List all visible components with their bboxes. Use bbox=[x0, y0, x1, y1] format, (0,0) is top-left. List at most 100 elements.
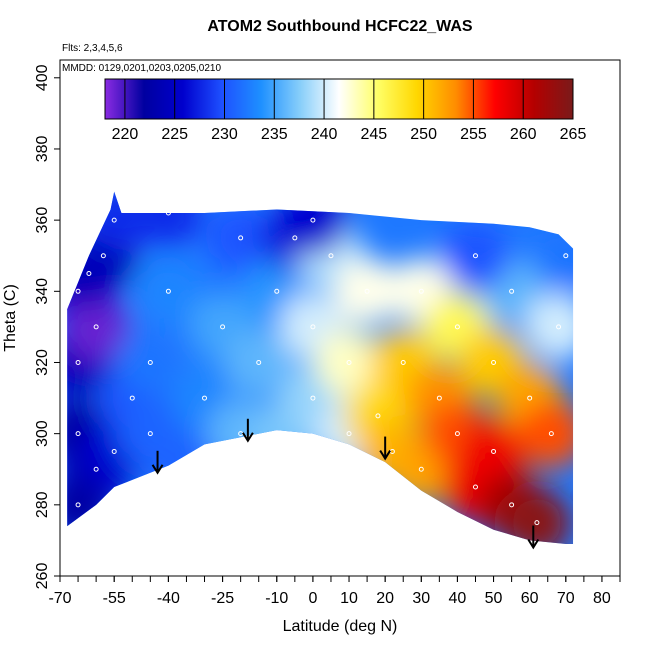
tropopause-arrow bbox=[527, 525, 540, 550]
sample-point bbox=[111, 217, 117, 223]
field-cell bbox=[67, 239, 123, 308]
colorbar-tick-label: 220 bbox=[112, 126, 139, 143]
chart-title: ATOM2 Southbound HCFC22_WAS bbox=[207, 18, 473, 35]
sample-point bbox=[147, 359, 153, 365]
sample-point bbox=[436, 395, 442, 401]
x-tick-label: 70 bbox=[557, 590, 575, 607]
field-cell bbox=[206, 203, 275, 272]
sample-point bbox=[238, 235, 244, 241]
sample-point bbox=[472, 484, 478, 490]
field-cell bbox=[315, 328, 384, 397]
sample-point bbox=[509, 502, 515, 508]
field-cell bbox=[134, 257, 203, 326]
tropopause-arrow bbox=[242, 418, 254, 443]
y-tick-label: 300 bbox=[34, 420, 51, 447]
x-tick-label: -70 bbox=[48, 590, 71, 607]
colorbar-tick-label: 265 bbox=[560, 126, 587, 143]
colorbar-tick-label: 255 bbox=[460, 126, 487, 143]
sample-point bbox=[491, 448, 497, 454]
field-cell bbox=[134, 191, 203, 248]
x-tick-label: -25 bbox=[211, 590, 234, 607]
sample-point bbox=[375, 413, 381, 419]
field-cell bbox=[278, 191, 347, 255]
y-tick-label: 280 bbox=[34, 491, 51, 518]
sample-point bbox=[418, 288, 424, 294]
sample-point bbox=[418, 466, 424, 472]
x-axis: -70 -55 -40 -25 -10 0 10 20 30 40 50 60 70 80 bbox=[48, 575, 621, 607]
x-tick-label: -40 bbox=[157, 590, 180, 607]
field-cell bbox=[116, 328, 185, 397]
sample-point bbox=[548, 431, 554, 437]
y-axis-label: Theta (C) bbox=[2, 284, 19, 352]
sample-point bbox=[165, 288, 171, 294]
sample-point bbox=[281, 431, 287, 437]
tropopause-arrows bbox=[151, 418, 540, 550]
x-tick-label: 40 bbox=[449, 590, 467, 607]
field-cell bbox=[524, 292, 574, 361]
sample-point bbox=[86, 271, 92, 277]
colorbar-tick-label: 240 bbox=[311, 126, 338, 143]
field-cell bbox=[517, 399, 574, 468]
sample-point bbox=[310, 324, 316, 330]
x-tick-label: 20 bbox=[376, 590, 394, 607]
y-tick-label: 320 bbox=[34, 349, 51, 376]
x-tick-label: 50 bbox=[485, 590, 503, 607]
x-tick-label: -55 bbox=[103, 590, 126, 607]
sample-point bbox=[310, 395, 316, 401]
sample-point bbox=[454, 324, 460, 330]
y-tick-label: 380 bbox=[34, 136, 51, 163]
sample-point bbox=[364, 288, 370, 294]
dates-annotation: MMDD: 0129,0201,0203,0205,0210 bbox=[62, 63, 221, 74]
sample-point bbox=[202, 395, 208, 401]
sample-point bbox=[509, 288, 515, 294]
sample-point bbox=[454, 431, 460, 437]
sample-point bbox=[100, 253, 106, 259]
sample-point bbox=[556, 324, 562, 330]
x-tick-label: 60 bbox=[521, 590, 539, 607]
field-cell bbox=[531, 221, 574, 290]
sample-point bbox=[491, 359, 497, 365]
colorbar-tick-label: 260 bbox=[510, 126, 537, 143]
sample-point bbox=[256, 359, 262, 365]
x-tick-label: 0 bbox=[308, 590, 317, 607]
x-axis-label: Latitude (deg N) bbox=[283, 618, 398, 635]
colorbar: 220 225 230 235 240 245 250 255 260 265 bbox=[104, 78, 587, 143]
sample-point bbox=[75, 431, 81, 437]
flights-annotation: Flts: 2,3,4,5,6 bbox=[62, 43, 123, 54]
sample-point bbox=[111, 448, 117, 454]
x-tick-label: -10 bbox=[265, 590, 288, 607]
field-cell bbox=[502, 488, 571, 544]
colorbar-tick-label: 245 bbox=[360, 126, 387, 143]
sample-point bbox=[400, 359, 406, 365]
sample-point bbox=[534, 520, 540, 526]
sample-points bbox=[75, 210, 569, 526]
sample-point bbox=[93, 324, 99, 330]
tropopause-arrow bbox=[151, 450, 164, 475]
colorbar-tick-label: 225 bbox=[161, 126, 188, 143]
field-cell bbox=[67, 292, 131, 361]
colorbar-tick-label: 235 bbox=[261, 126, 288, 143]
sample-point bbox=[527, 395, 533, 401]
sample-point bbox=[75, 359, 81, 365]
sample-point bbox=[183, 466, 189, 472]
y-tick-label: 400 bbox=[34, 64, 51, 91]
sample-point bbox=[165, 210, 171, 216]
sample-point bbox=[274, 288, 280, 294]
y-tick-label: 340 bbox=[34, 278, 51, 305]
sample-point bbox=[75, 288, 81, 294]
sample-point bbox=[129, 395, 135, 401]
sample-point bbox=[75, 502, 81, 508]
tropopause-arrow bbox=[379, 436, 392, 461]
y-axis: 260 280 300 320 340 360 380 400 bbox=[34, 60, 61, 589]
colorbar-tick-label: 230 bbox=[211, 126, 238, 143]
field-cell bbox=[224, 328, 293, 397]
sample-point bbox=[292, 235, 298, 241]
x-tick-label: 30 bbox=[412, 590, 430, 607]
field-cell bbox=[333, 257, 402, 326]
colorbar-gradient bbox=[104, 78, 574, 120]
sample-point bbox=[328, 253, 334, 259]
sample-point bbox=[346, 359, 352, 365]
field-cell bbox=[459, 417, 528, 486]
